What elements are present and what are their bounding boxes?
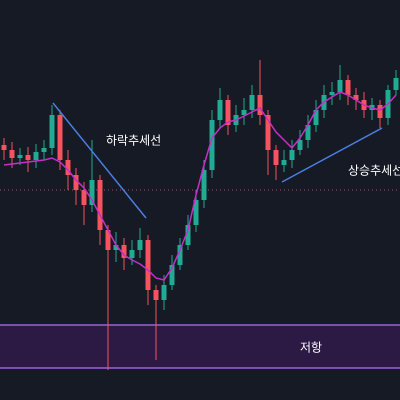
candle-body bbox=[145, 240, 151, 290]
candle-body bbox=[137, 240, 143, 250]
candle-body bbox=[225, 100, 231, 125]
candle-body bbox=[289, 150, 295, 160]
candle-body bbox=[33, 152, 39, 160]
candle-body bbox=[1, 145, 7, 150]
candle-body bbox=[377, 105, 383, 118]
candle-body bbox=[209, 120, 215, 170]
candle-body bbox=[345, 80, 351, 95]
candle-body bbox=[329, 92, 335, 95]
candle-body bbox=[217, 100, 223, 120]
candle-body bbox=[273, 150, 279, 165]
annotation: 저항 bbox=[300, 341, 322, 355]
candle-body bbox=[297, 140, 303, 150]
moving-average bbox=[3, 91, 397, 281]
candle-body bbox=[185, 225, 191, 245]
candle-body bbox=[113, 245, 119, 250]
annotation: 하락추세선 bbox=[106, 134, 161, 148]
candle-body bbox=[201, 170, 207, 200]
candle-body bbox=[41, 148, 47, 152]
candle-body bbox=[49, 115, 55, 148]
candle-body bbox=[121, 245, 127, 258]
candle-body bbox=[353, 95, 359, 100]
candle-body bbox=[177, 245, 183, 265]
candle-body bbox=[393, 78, 399, 90]
uptrend-line bbox=[281, 127, 383, 183]
candle-body bbox=[105, 230, 111, 250]
candle-body bbox=[161, 285, 167, 300]
candle-body bbox=[249, 95, 255, 110]
candle-body bbox=[241, 110, 247, 115]
candle-body bbox=[89, 180, 95, 205]
candle-body bbox=[25, 155, 31, 160]
candle-body bbox=[97, 180, 103, 230]
resistance-zone bbox=[0, 324, 400, 369]
candle-body bbox=[305, 125, 311, 140]
candle-body bbox=[73, 175, 79, 190]
candle-body bbox=[265, 115, 271, 150]
candles bbox=[1, 60, 399, 370]
annotation: 상승추세선 bbox=[348, 164, 400, 178]
candle-body bbox=[129, 250, 135, 258]
candle-body bbox=[193, 200, 199, 225]
candle-body bbox=[153, 290, 159, 300]
candle-body bbox=[169, 265, 175, 285]
candle-body bbox=[17, 155, 23, 158]
candle-body bbox=[337, 80, 343, 92]
candle-body bbox=[57, 115, 63, 160]
downtrend-line bbox=[52, 102, 147, 219]
candle-body bbox=[81, 190, 87, 205]
candle-body bbox=[257, 95, 263, 115]
candle-body bbox=[313, 110, 319, 125]
candle-body bbox=[9, 150, 15, 158]
candle-body bbox=[65, 160, 71, 175]
candle-body bbox=[281, 160, 287, 165]
